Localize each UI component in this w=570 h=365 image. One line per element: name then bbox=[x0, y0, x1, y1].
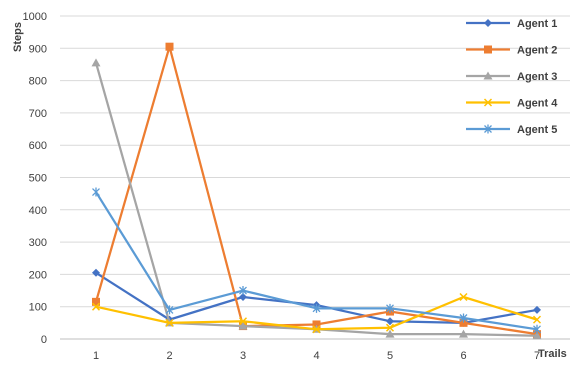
data-point bbox=[92, 297, 100, 306]
data-point bbox=[165, 305, 174, 315]
legend-entry: Agent 3 bbox=[466, 71, 557, 83]
x-axis-title: Trails bbox=[538, 348, 567, 360]
legend-marker bbox=[484, 19, 492, 27]
x-tick-label: 1 bbox=[93, 350, 99, 362]
legend: Agent 1 Agent 2 Agent 3 Agent 4 Agent 5 bbox=[466, 18, 558, 136]
x-tick-label: 3 bbox=[240, 350, 246, 362]
data-point bbox=[312, 325, 321, 334]
data-point bbox=[459, 329, 468, 338]
y-tick-label: 300 bbox=[29, 237, 47, 249]
legend-marker bbox=[483, 98, 493, 107]
x-tick-label: 4 bbox=[313, 350, 319, 362]
data-point bbox=[532, 315, 542, 324]
y-tick-label: 800 bbox=[29, 76, 47, 88]
data-point bbox=[165, 42, 174, 51]
x-tick-label: 7 bbox=[534, 350, 540, 362]
data-point bbox=[312, 320, 321, 329]
series-agent-1 bbox=[92, 268, 541, 327]
y-tick-label: 600 bbox=[29, 140, 47, 152]
data-point bbox=[165, 318, 174, 327]
x-tick-label: 5 bbox=[387, 350, 393, 362]
data-point bbox=[92, 187, 100, 197]
data-point bbox=[459, 313, 468, 323]
series-agent-3 bbox=[91, 58, 542, 340]
legend-label: Agent 4 bbox=[517, 98, 558, 110]
series-layer bbox=[91, 42, 542, 340]
legend-label: Agent 1 bbox=[517, 18, 557, 30]
legend-marker bbox=[483, 71, 493, 80]
x-axis-ticks: 1 2 3 4 5 6 7 bbox=[93, 350, 540, 362]
legend-entry: Agent 4 bbox=[466, 98, 558, 110]
legend-label: Agent 3 bbox=[517, 71, 557, 83]
data-point bbox=[386, 317, 394, 326]
legend-marker bbox=[484, 124, 492, 134]
y-axis-title: Steps bbox=[12, 22, 24, 52]
data-point bbox=[91, 58, 101, 67]
data-point bbox=[385, 329, 395, 338]
y-tick-label: 400 bbox=[29, 205, 47, 217]
y-tick-label: 1000 bbox=[23, 11, 47, 23]
data-point bbox=[386, 303, 394, 313]
data-point bbox=[459, 292, 468, 302]
x-tick-label: 2 bbox=[166, 350, 172, 362]
data-point bbox=[459, 318, 468, 327]
data-point bbox=[533, 324, 541, 334]
y-axis-ticks: 0 100 200 300 400 500 600 700 800 900 1000 bbox=[23, 11, 47, 346]
data-point bbox=[532, 331, 542, 340]
series-line bbox=[94, 45, 538, 336]
data-point bbox=[238, 317, 248, 326]
legend-entry: Agent 5 bbox=[466, 124, 557, 136]
y-tick-label: 500 bbox=[29, 173, 47, 185]
data-point bbox=[385, 323, 395, 332]
legend-entry: Agent 2 bbox=[466, 45, 557, 57]
y-tick-label: 0 bbox=[41, 334, 47, 346]
legend-label: Agent 2 bbox=[517, 45, 557, 57]
y-tick-label: 700 bbox=[29, 108, 47, 120]
gridlines bbox=[60, 15, 570, 308]
data-point bbox=[92, 268, 100, 277]
data-point bbox=[91, 302, 101, 311]
legend-label: Agent 5 bbox=[517, 124, 557, 136]
data-point bbox=[533, 305, 541, 314]
y-tick-label: 200 bbox=[29, 269, 47, 281]
data-point bbox=[312, 303, 321, 313]
y-tick-label: 100 bbox=[29, 302, 47, 314]
series-line bbox=[94, 62, 538, 337]
series-agent-4 bbox=[91, 292, 542, 334]
series-agent-5 bbox=[92, 187, 541, 334]
y-tick-label: 900 bbox=[29, 43, 47, 55]
legend-entry: Agent 1 bbox=[466, 18, 557, 30]
legend-marker bbox=[484, 45, 492, 54]
data-point bbox=[239, 286, 247, 296]
data-point bbox=[239, 293, 247, 302]
x-tick-label: 6 bbox=[460, 350, 466, 362]
data-point bbox=[238, 321, 248, 330]
